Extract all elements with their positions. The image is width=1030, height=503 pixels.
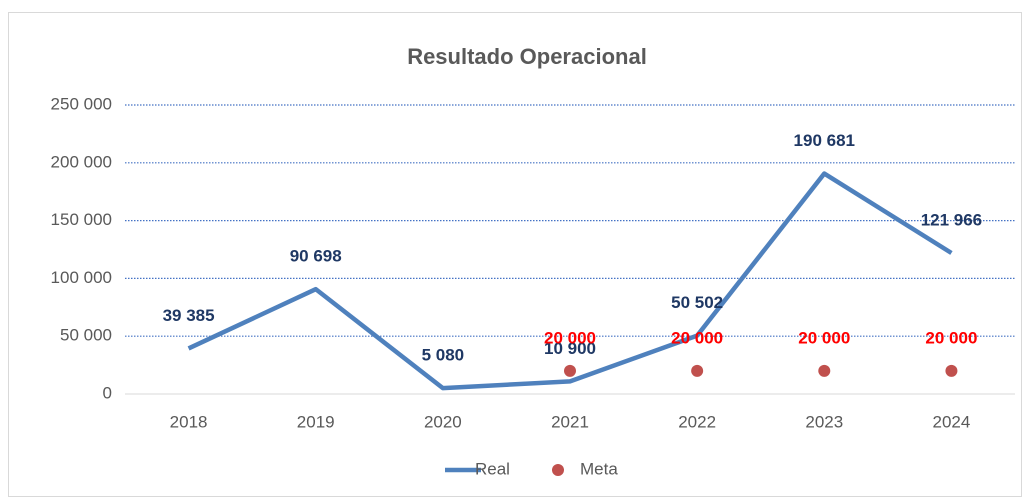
y-tick-label: 250 000 (51, 94, 112, 113)
x-tick-label: 2019 (297, 412, 335, 431)
data-label: 10 900 (544, 339, 596, 358)
y-tick-label: 100 000 (51, 268, 112, 287)
legend-label: Meta (580, 459, 618, 478)
data-label: 20 000 (925, 328, 977, 347)
data-label: 190 681 (794, 131, 855, 150)
x-tick-label: 2021 (551, 412, 589, 431)
data-label: 20 000 (671, 328, 723, 347)
data-label: 90 698 (290, 247, 342, 266)
chart-border (8, 12, 1022, 497)
y-tick-label: 50 000 (60, 326, 112, 345)
y-tick-label: 150 000 (51, 210, 112, 229)
x-tick-label: 2020 (424, 412, 462, 431)
data-label: 20 000 (544, 328, 596, 347)
x-tick-label: 2024 (933, 412, 971, 431)
series-line (187, 171, 953, 391)
legend-marker (552, 464, 564, 476)
y-tick-label: 200 000 (51, 152, 112, 171)
data-label: 20 000 (798, 328, 850, 347)
meta-point (818, 364, 831, 377)
x-tick-label: 2022 (678, 412, 716, 431)
x-tick-label: 2023 (805, 412, 843, 431)
data-label: 50 502 (671, 293, 723, 312)
x-tick-label: 2018 (170, 412, 208, 431)
data-label: 5 080 (422, 346, 465, 365)
meta-point (691, 364, 704, 377)
legend-label: Real (475, 459, 510, 478)
y-tick-label: 0 (103, 383, 112, 402)
meta-point (945, 364, 958, 377)
data-label: 39 385 (163, 306, 215, 325)
chart-title: Resultado Operacional (407, 44, 647, 69)
meta-point (564, 364, 576, 377)
data-label: 121 966 (921, 210, 982, 229)
